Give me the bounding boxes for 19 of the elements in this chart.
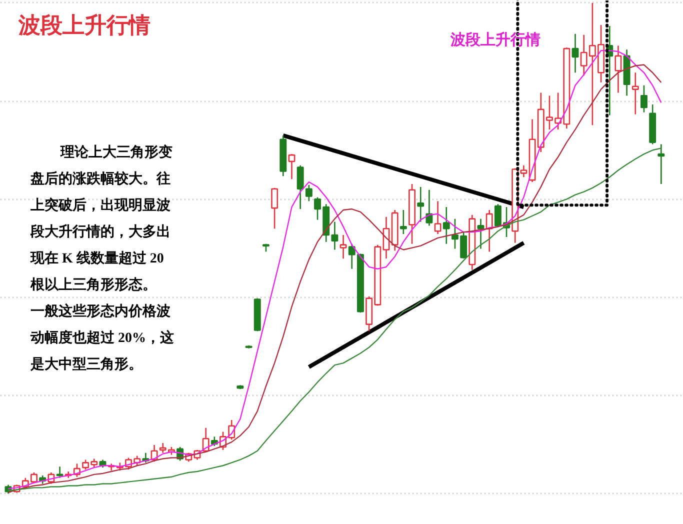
candlestick: [442, 206, 450, 245]
candlestick: [434, 200, 442, 235]
candlestick: [340, 234, 347, 260]
candlestick: [288, 153, 296, 180]
candlestick: [56, 466, 64, 479]
candlestick: [614, 44, 622, 94]
candlestick: [271, 187, 278, 230]
candlestick: [400, 209, 407, 235]
annotation: 波段上升行情: [450, 30, 540, 48]
candlestick: [305, 184, 312, 202]
text: 波段上升行情: [18, 14, 150, 38]
candlestick: [640, 84, 648, 114]
candlestick: [417, 186, 424, 222]
text: 理论上大三角形变盘后的涨跌幅较大。往上突破后，出现明显波段大升行情的，大多出现在 K 线数量超过 20 根以上三角形形态。一般这些形态内价格波动幅度也超过 20%，这是大中型三角形。: [30, 146, 174, 372]
candlestick: [658, 144, 665, 185]
candlestick: [632, 72, 639, 115]
candlestick: [572, 33, 579, 74]
candlestick: [296, 164, 304, 210]
candlestick: [477, 218, 484, 250]
